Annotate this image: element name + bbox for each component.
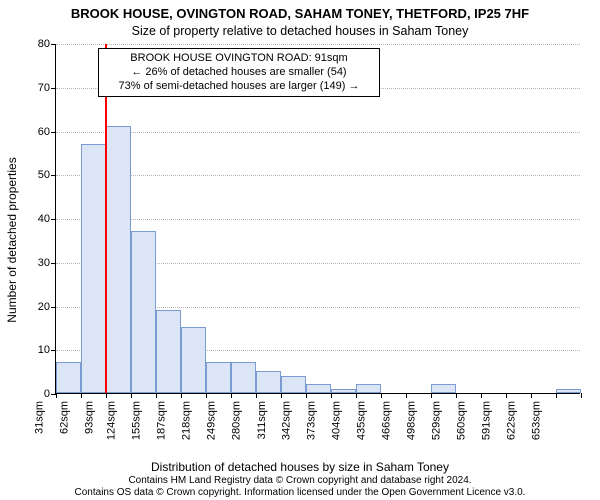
ytick-mark: [51, 88, 56, 89]
annotation-line: 73% of semi-detached houses are larger (…: [105, 80, 373, 94]
xtick-label: 560sqm: [455, 401, 467, 440]
ytick-mark: [51, 175, 56, 176]
ytick-label: 60: [38, 126, 50, 138]
histogram-bar: [431, 384, 456, 393]
xtick-mark: [481, 393, 482, 398]
ytick-mark: [51, 219, 56, 220]
xtick-mark: [131, 393, 132, 398]
gridline: [56, 175, 580, 176]
xtick-mark: [81, 393, 82, 398]
xtick-mark: [456, 393, 457, 398]
ytick-mark: [51, 263, 56, 264]
ytick-label: 30: [38, 257, 50, 269]
histogram-bar: [181, 327, 206, 393]
xtick-label: 529sqm: [430, 401, 442, 440]
xtick-label: 124sqm: [105, 401, 117, 440]
histogram-bar: [231, 362, 256, 393]
gridline: [56, 219, 580, 220]
histogram-bar: [281, 376, 306, 394]
page-title-1: BROOK HOUSE, OVINGTON ROAD, SAHAM TONEY,…: [0, 6, 600, 21]
histogram-bar: [206, 362, 231, 393]
page-title-2: Size of property relative to detached ho…: [0, 24, 600, 38]
gridline: [56, 44, 580, 45]
xtick-mark: [256, 393, 257, 398]
xtick-mark: [56, 393, 57, 398]
xtick-label: 498sqm: [405, 401, 417, 440]
ytick-label: 70: [38, 82, 50, 94]
ytick-mark: [51, 350, 56, 351]
ytick-mark: [51, 307, 56, 308]
y-axis-label: Number of detached properties: [5, 157, 19, 322]
xtick-label: 218sqm: [180, 401, 192, 440]
xtick-mark: [556, 393, 557, 398]
xtick-label: 435sqm: [355, 401, 367, 440]
gridline: [56, 132, 580, 133]
xtick-mark: [206, 393, 207, 398]
xtick-label: 280sqm: [230, 401, 242, 440]
histogram-bar: [256, 371, 281, 393]
xtick-mark: [581, 393, 582, 398]
xtick-label: 653sqm: [530, 401, 542, 440]
ytick-mark: [51, 132, 56, 133]
ytick-label: 80: [38, 38, 50, 50]
ytick-label: 40: [38, 213, 50, 225]
histogram-bar: [356, 384, 381, 393]
xtick-mark: [431, 393, 432, 398]
xtick-mark: [231, 393, 232, 398]
xtick-mark: [506, 393, 507, 398]
xtick-label: 342sqm: [280, 401, 292, 440]
histogram-bar: [556, 389, 581, 393]
xtick-mark: [306, 393, 307, 398]
xtick-mark: [181, 393, 182, 398]
ytick-mark: [51, 44, 56, 45]
histogram-bar: [331, 389, 356, 393]
xtick-label: 93sqm: [83, 401, 95, 434]
xtick-mark: [531, 393, 532, 398]
xtick-label: 311sqm: [256, 401, 268, 439]
histogram-bar: [81, 144, 106, 393]
footer-line-2: Contains OS data © Crown copyright. Info…: [0, 487, 600, 499]
xtick-label: 404sqm: [330, 401, 342, 440]
xtick-label: 249sqm: [205, 401, 217, 440]
xtick-mark: [106, 393, 107, 398]
xtick-label: 373sqm: [305, 401, 317, 440]
ytick-label: 50: [38, 169, 50, 181]
annotation-line: ← 26% of detached houses are smaller (54…: [105, 66, 373, 80]
xtick-mark: [281, 393, 282, 398]
xtick-mark: [381, 393, 382, 398]
xtick-label: 31sqm: [33, 401, 45, 434]
footer-attribution: Contains HM Land Registry data © Crown c…: [0, 475, 600, 498]
xtick-label: 155sqm: [130, 401, 142, 440]
xtick-label: 466sqm: [380, 401, 392, 440]
xtick-mark: [406, 393, 407, 398]
annotation-box: BROOK HOUSE OVINGTON ROAD: 91sqm← 26% of…: [98, 48, 380, 97]
histogram-bar: [56, 362, 81, 393]
footer-line-1: Contains HM Land Registry data © Crown c…: [0, 475, 600, 487]
xtick-label: 62sqm: [58, 401, 70, 434]
xtick-label: 187sqm: [155, 401, 167, 440]
xtick-mark: [356, 393, 357, 398]
ytick-label: 10: [38, 344, 50, 356]
xtick-mark: [331, 393, 332, 398]
x-axis-label: Distribution of detached houses by size …: [0, 460, 600, 474]
histogram-bar: [306, 384, 331, 393]
xtick-mark: [156, 393, 157, 398]
histogram-bar: [106, 126, 131, 393]
histogram-bar: [131, 231, 156, 393]
ytick-label: 20: [38, 301, 50, 313]
histogram-bar: [156, 310, 181, 393]
annotation-line: BROOK HOUSE OVINGTON ROAD: 91sqm: [105, 52, 373, 66]
xtick-label: 591sqm: [480, 401, 492, 440]
xtick-label: 622sqm: [505, 401, 517, 440]
ytick-label: 0: [44, 388, 50, 400]
histogram-plot: 0102030405060708031sqm62sqm93sqm124sqm15…: [55, 44, 580, 394]
